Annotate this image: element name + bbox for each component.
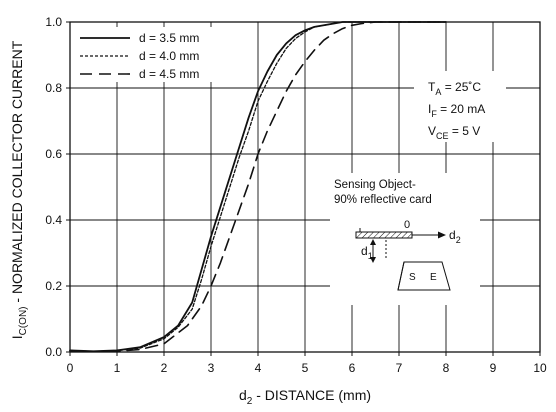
legend-label: d = 4.0 mm — [139, 49, 199, 63]
legend-label: d = 4.5 mm — [139, 67, 199, 81]
series-line-solid — [69, 21, 447, 353]
x-tick-label: 9 — [490, 361, 497, 375]
legend-label: d = 3.5 mm — [139, 31, 199, 45]
condition-temperature: TA = 25˚C — [428, 80, 481, 97]
sensing-object-title: Sensing Object- — [334, 179, 416, 191]
series-line-dotted — [69, 21, 447, 352]
x-tick-label: 4 — [255, 361, 262, 375]
reflective-card — [355, 231, 413, 239]
sensing-diagram: Sensing Object- 90% reflective card 0 d2… — [330, 173, 480, 305]
d1-arrow-up — [370, 239, 376, 245]
ticks: 0 1 2 3 4 5 6 7 8 9 10 0.0 0.2 0.4 0.6 0.8 1.0 — [45, 15, 547, 375]
d2-label: d2 — [449, 228, 461, 245]
conditions-background — [414, 71, 506, 142]
condition-vce: VCE = 5 V — [428, 124, 480, 141]
d1-arrow-down — [370, 257, 376, 263]
x-tick-label: 10 — [533, 361, 547, 375]
y-tick-label: 0.4 — [45, 213, 62, 227]
series-layer — [69, 21, 447, 353]
x-tick-label: 3 — [208, 361, 215, 375]
zero-label: 0 — [404, 219, 410, 231]
y-tick-label: 0.8 — [45, 81, 62, 95]
legend-background — [75, 27, 251, 82]
sensor-side — [397, 261, 405, 291]
sensor-s-label: S — [409, 272, 416, 283]
y-tick-label: 0.6 — [45, 147, 62, 161]
y-tick-label: 1.0 — [45, 15, 62, 29]
x-tick-label: 0 — [67, 361, 74, 375]
x-tick-label: 5 — [302, 361, 309, 375]
y-axis-label: IC(ON) - NORMALIZED COLLECTOR CURRENT — [9, 40, 29, 339]
x-axis-label: d2 - DISTANCE (mm) — [239, 387, 371, 407]
y-tick-label: 0.0 — [45, 345, 62, 359]
x-tick-label: 8 — [443, 361, 450, 375]
sensor-body — [397, 261, 451, 291]
x-tick-label: 7 — [396, 361, 403, 375]
d1-label: d1 — [361, 244, 373, 261]
x-tick-label: 6 — [349, 361, 356, 375]
legend: d = 3.5 mm d = 4.0 mm d = 4.5 mm — [75, 27, 251, 82]
series-line-dashed — [69, 21, 447, 353]
y-tick-label: 0.2 — [45, 279, 62, 293]
x-tick-label: 1 — [114, 361, 121, 375]
d2-arrow-head — [438, 231, 446, 239]
sensor-e-label: E — [430, 272, 437, 283]
x-tick-label: 2 — [161, 361, 168, 375]
conditions-box: TA = 25˚C IF = 20 mA VCE = 5 V — [414, 71, 506, 142]
sensing-object-subtitle: 90% reflective card — [334, 194, 432, 206]
condition-forward-current: IF = 20 mA — [428, 102, 485, 119]
